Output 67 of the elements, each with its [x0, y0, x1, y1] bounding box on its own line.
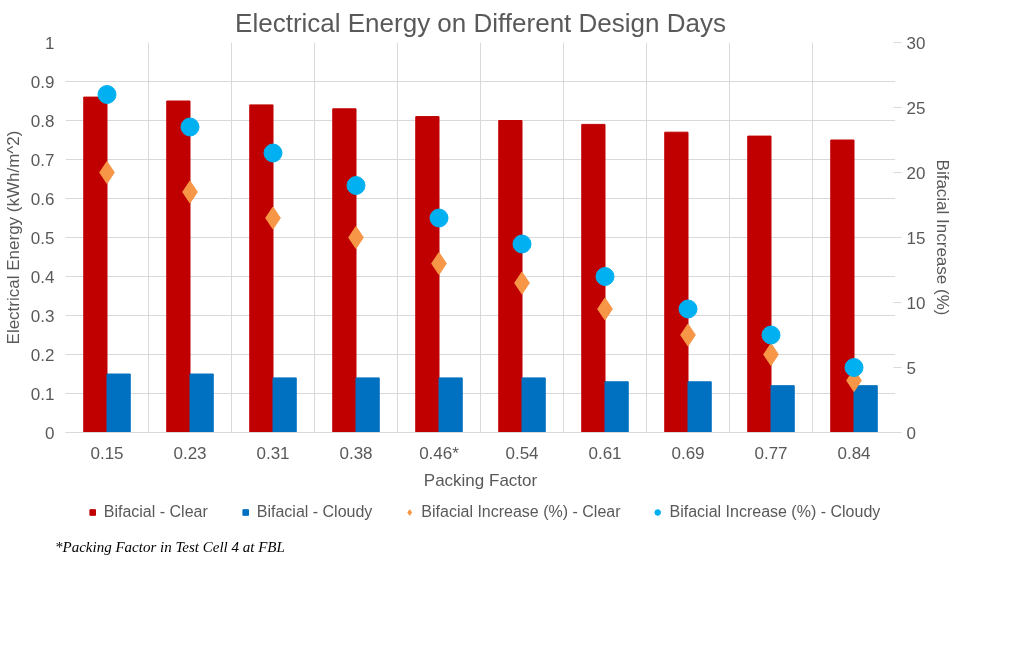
- point: [844, 358, 864, 377]
- point: [512, 234, 532, 254]
- legend-label: Bifacial - Clear: [103, 503, 208, 521]
- legend-label: Bifacial - Cloudy: [256, 503, 373, 521]
- y-tick-label: 0.5: [30, 228, 55, 248]
- point: [678, 299, 698, 319]
- x-axis-title: Packing Factor: [423, 470, 538, 490]
- point: [263, 143, 283, 163]
- y2-tick-label: 25: [906, 98, 926, 118]
- x-tick-label: 0.54: [505, 443, 539, 463]
- point: [761, 325, 781, 345]
- y2-tick-label: 0: [906, 423, 916, 443]
- y-tick-label: 0.9: [30, 72, 55, 92]
- bar: [438, 377, 463, 433]
- y-tick-label: 0.8: [30, 111, 55, 131]
- y2-axis-title: Bifacial Increase (%): [933, 159, 953, 316]
- x-tick-label: 0.15: [90, 443, 124, 463]
- bar: [272, 377, 297, 433]
- point: [180, 117, 200, 137]
- y2-tick-label: 10: [906, 293, 926, 313]
- point: [595, 267, 615, 286]
- bar: [604, 381, 629, 433]
- y2-tick-label: 30: [906, 33, 926, 53]
- y-tick-label: 0.7: [30, 150, 55, 170]
- y-tick-label: 0.3: [30, 306, 55, 326]
- bar: [166, 100, 191, 433]
- x-tick-label: 0.31: [256, 443, 290, 463]
- x-tick-label: 0.61: [588, 443, 622, 463]
- point: [97, 85, 117, 104]
- bar: [687, 381, 712, 433]
- x-tick-label: 0.23: [173, 443, 207, 463]
- bar: [853, 385, 878, 433]
- legend-label: Bifacial Increase (%) - Cloudy: [669, 503, 881, 521]
- bar: [355, 377, 380, 433]
- bar: [106, 373, 131, 433]
- bar: [415, 116, 440, 433]
- text: *Packing Factor in Test Cell 4 at FBL: [55, 538, 285, 557]
- y-tick-label: 0.6: [30, 189, 55, 209]
- x-tick-label: 0.84: [837, 443, 871, 463]
- bar: [521, 377, 546, 433]
- y-tick-label: 0: [45, 423, 55, 443]
- y2-tick-label: 20: [906, 163, 926, 183]
- bar: [498, 120, 523, 433]
- y-tick-label: 1: [45, 33, 55, 53]
- bar: [249, 104, 274, 433]
- y-tick-label: 0.1: [30, 384, 55, 404]
- x-tick-label: 0.69: [671, 443, 705, 463]
- y2-tick-label: 15: [906, 228, 926, 248]
- chart-title: Electrical Energy on Different Design Days: [235, 7, 726, 38]
- y-tick-label: 0.2: [30, 345, 55, 365]
- x-tick-label: 0.46*: [419, 443, 460, 463]
- bar: [332, 108, 357, 433]
- bar: [770, 385, 795, 433]
- point: [429, 208, 449, 228]
- bar: [83, 96, 108, 433]
- x-tick-label: 0.77: [754, 443, 788, 463]
- bar: [830, 139, 855, 433]
- bar: [664, 131, 689, 433]
- y-tick-label: 0.4: [30, 267, 55, 287]
- x-tick-label: 0.38: [339, 443, 373, 463]
- y2-tick-label: 5: [906, 358, 916, 378]
- legend-label: Bifacial Increase (%) - Clear: [421, 503, 621, 521]
- y-axis-title: Electrical Energy (kWh/m^2): [3, 130, 23, 345]
- point: [346, 176, 366, 195]
- bar: [747, 135, 772, 433]
- bar: [189, 373, 214, 433]
- bar: [581, 123, 606, 433]
